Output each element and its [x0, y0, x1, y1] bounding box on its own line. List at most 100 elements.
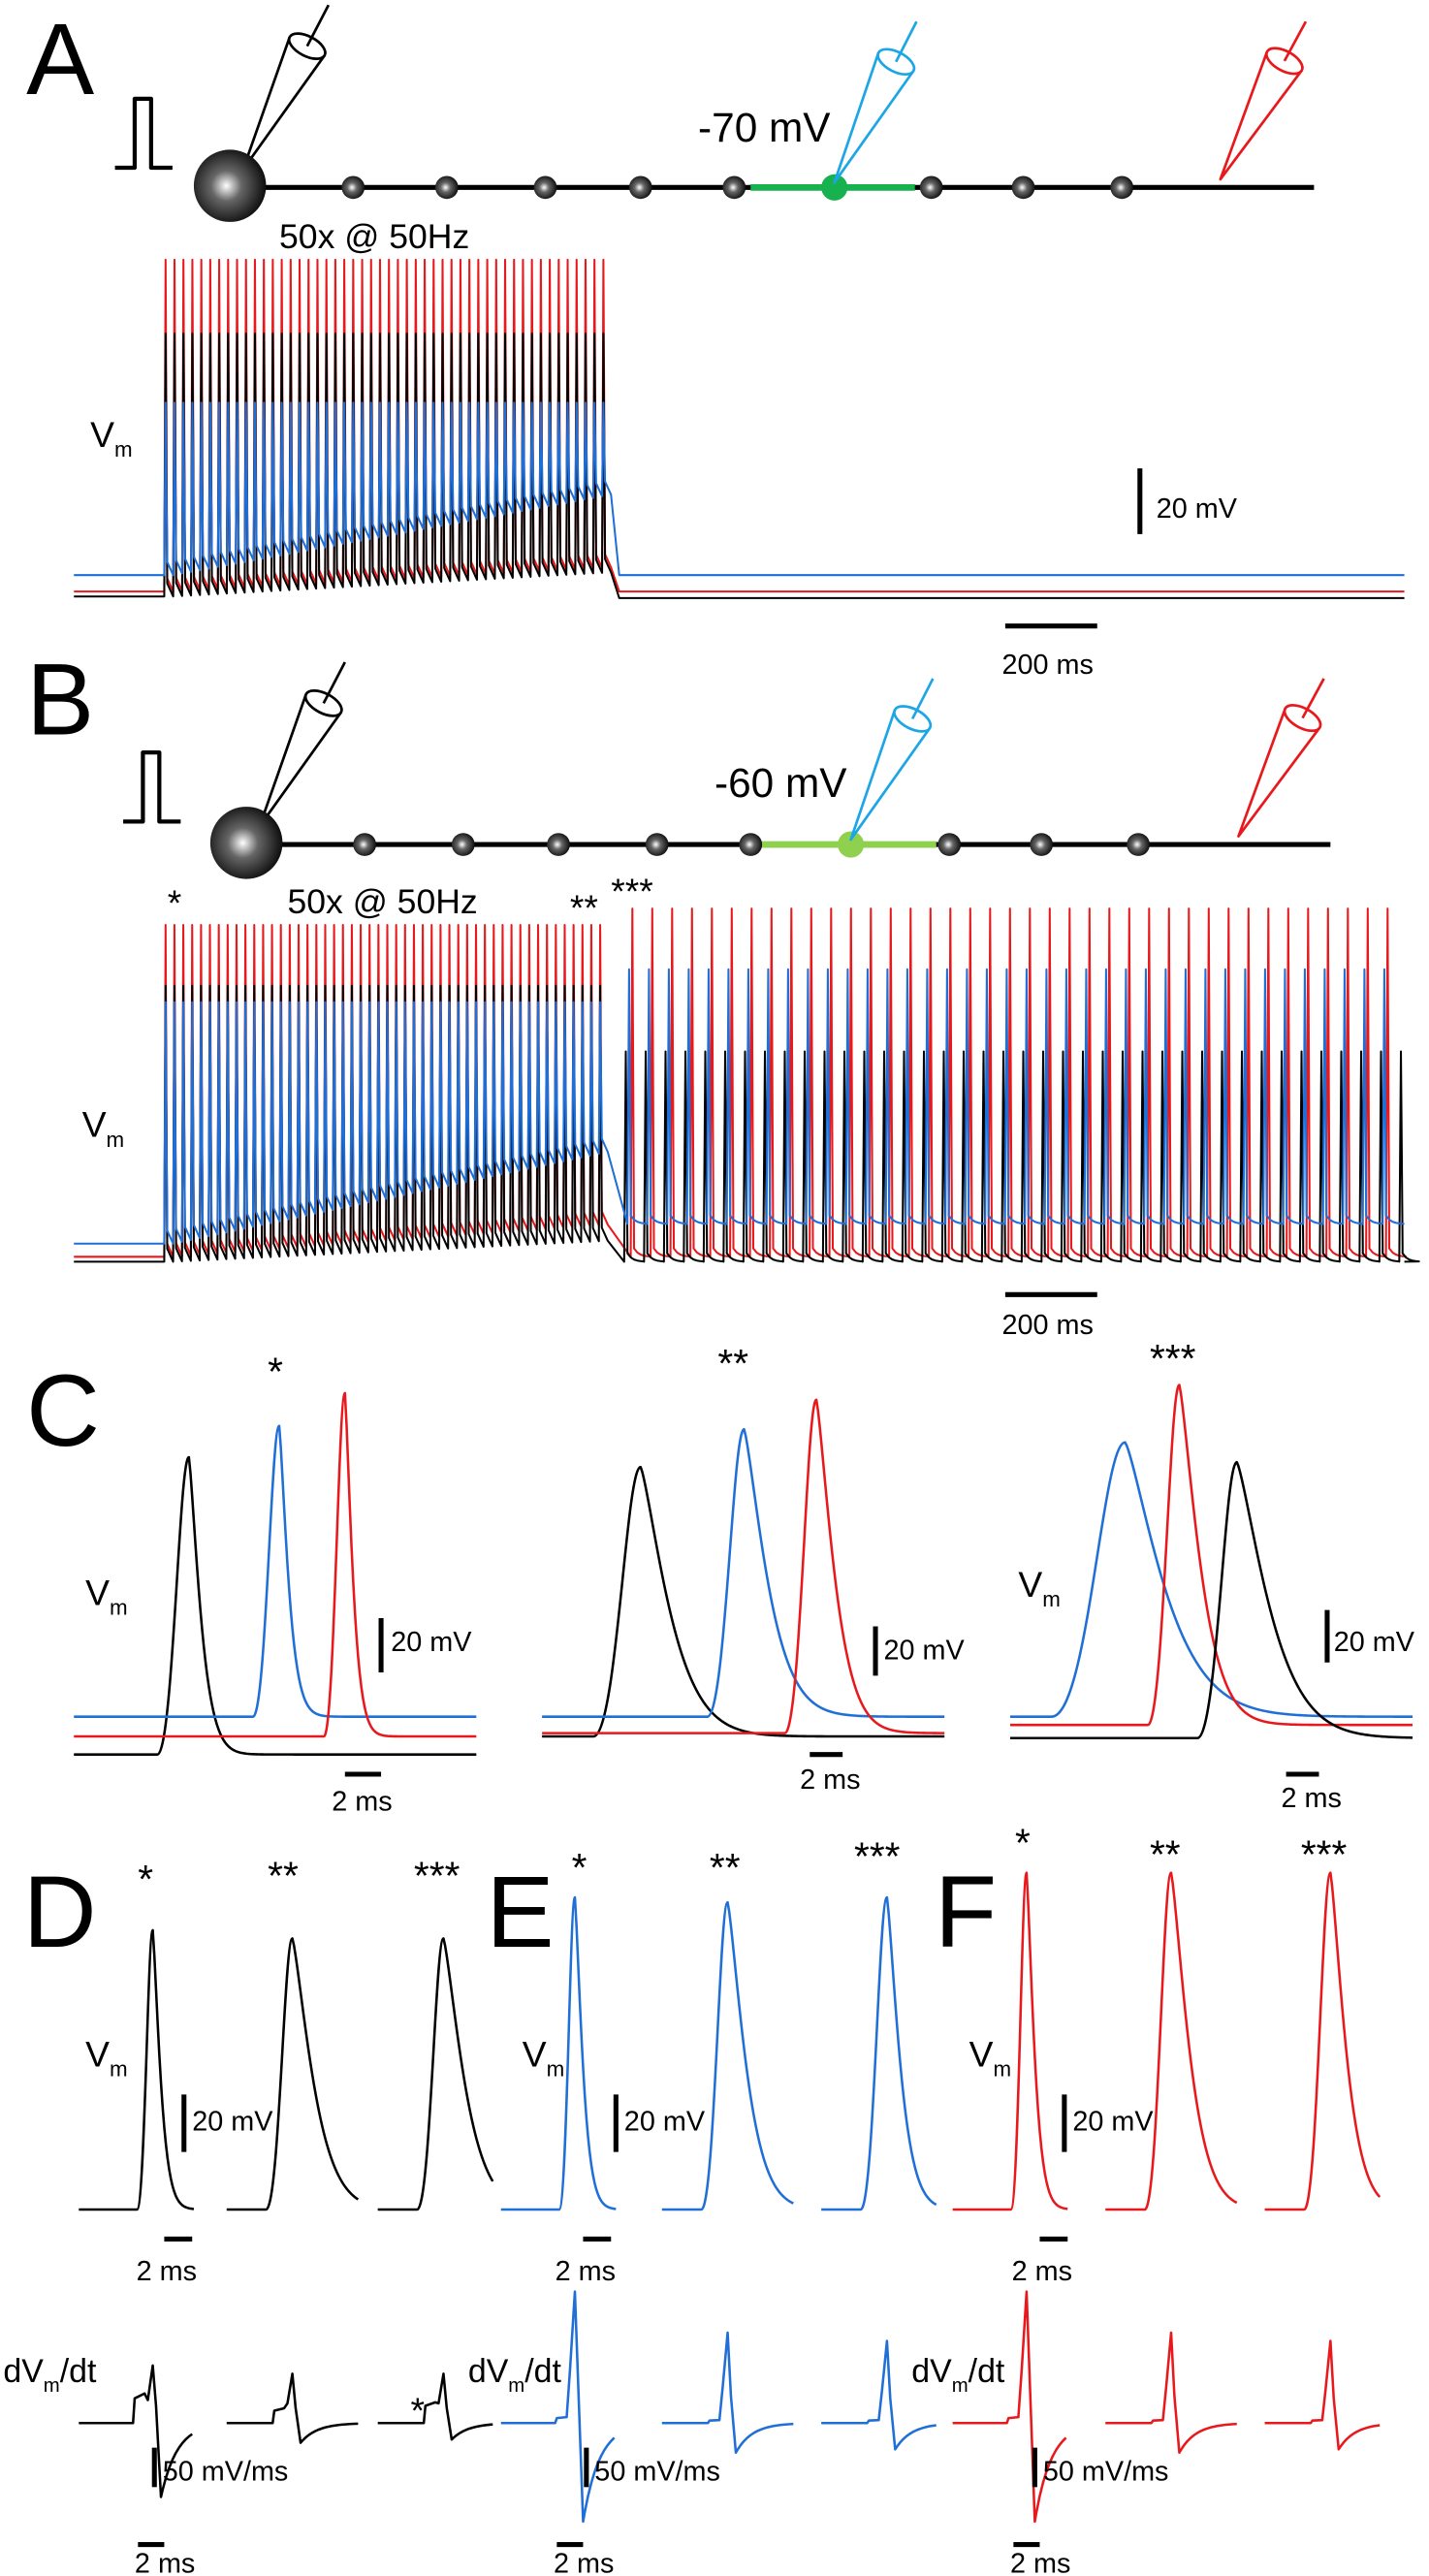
- vm-main: V: [85, 2034, 110, 2075]
- derivative-trace: [377, 2372, 493, 2441]
- compartment: [838, 831, 865, 858]
- panel-label: C: [26, 1354, 100, 1468]
- spike: [1264, 1871, 1381, 2211]
- scale-label: 20 mV: [884, 1635, 966, 1666]
- vm-label: Vm: [90, 414, 133, 461]
- scale-label: 20 mV: [1334, 1627, 1415, 1658]
- scale-label: 200 ms: [1001, 650, 1093, 681]
- scale-label: 20 mV: [624, 2107, 706, 2138]
- dvdt-sub: m: [508, 2375, 524, 2397]
- pipette-wire: [1301, 678, 1325, 719]
- pipette-mouth: [893, 705, 933, 733]
- scale-label: 2 ms: [1010, 2548, 1070, 2576]
- compartment: [353, 833, 376, 856]
- panel-label: D: [23, 1856, 97, 1969]
- compartment: [341, 175, 365, 200]
- derivative-trace: [79, 2364, 193, 2498]
- panel-label: A: [26, 3, 94, 116]
- compartment: [451, 833, 475, 856]
- marker: *: [572, 1845, 587, 1890]
- scale-label: 2 ms: [800, 1765, 860, 1796]
- spike: [1009, 1460, 1413, 1739]
- dvdt-main: dV: [3, 2353, 44, 2390]
- compartment: [1030, 833, 1054, 856]
- marker: *: [268, 1349, 283, 1393]
- vm-sub: m: [547, 2057, 565, 2082]
- dvdt-label: dVm/dt: [468, 2353, 562, 2397]
- marker: ***: [1150, 1336, 1196, 1381]
- marker: **: [1150, 1832, 1181, 1877]
- marker: *: [138, 1857, 153, 1901]
- pipette: [1219, 50, 1303, 181]
- marker: ***: [854, 1833, 901, 1878]
- dvdt-tail: /dt: [524, 2353, 561, 2390]
- stimulus-label: 50x @ 50Hz: [287, 882, 477, 921]
- scale-label: 2 ms: [554, 2548, 614, 2576]
- marker: **: [268, 1854, 299, 1898]
- pipette-wire: [895, 20, 918, 63]
- dvdt-tail: /dt: [969, 2353, 1005, 2390]
- scale-label: 200 ms: [1001, 1310, 1093, 1341]
- vm-main: V: [1018, 1564, 1042, 1605]
- derivative-trace: [661, 2331, 794, 2454]
- dvdt-sub: m: [44, 2375, 60, 2397]
- pipette-wire: [910, 678, 935, 720]
- vm-sub: m: [110, 2057, 128, 2082]
- marker: **: [710, 1845, 741, 1890]
- derivative-trace: [500, 2290, 616, 2524]
- spike: [952, 1871, 1068, 2211]
- spike: [226, 1937, 360, 2211]
- holding-potential: -70 mV: [698, 105, 831, 150]
- derivative-trace: [1264, 2339, 1381, 2451]
- vm-sub: m: [107, 1128, 125, 1152]
- compartment: [1110, 175, 1134, 200]
- compartment: [533, 175, 557, 200]
- marker: ***: [611, 871, 653, 911]
- stimulus-pulse: [123, 750, 181, 824]
- spike: [500, 1895, 617, 2211]
- vm-main: V: [82, 1104, 107, 1145]
- spike: [74, 1391, 477, 1738]
- scale-label: 2 ms: [556, 2256, 616, 2287]
- vm-sub: m: [993, 2057, 1011, 2082]
- scale-label: 50 mV/ms: [163, 2457, 289, 2488]
- spike: [542, 1398, 945, 1734]
- scale-label: 2 ms: [1012, 2256, 1072, 2287]
- vm-main: V: [85, 1572, 110, 1612]
- holding-potential: -60 mV: [714, 760, 847, 806]
- compartment: [193, 149, 267, 222]
- scale-label: 20 mV: [192, 2107, 273, 2138]
- dvdt-main: dV: [468, 2353, 509, 2390]
- compartment: [434, 175, 459, 200]
- compartment: [628, 175, 652, 200]
- vm-sub: m: [110, 1596, 128, 1620]
- compartment: [209, 807, 283, 879]
- spike: [1009, 1383, 1413, 1727]
- vm-label: Vm: [523, 2034, 565, 2082]
- vm-main: V: [969, 2034, 994, 2075]
- compartment: [919, 175, 943, 200]
- dvdt-sub: m: [952, 2375, 969, 2397]
- marker: **: [717, 1341, 748, 1385]
- marker: *: [1015, 1821, 1031, 1865]
- vm-main: V: [90, 414, 114, 455]
- spike: [74, 1424, 477, 1718]
- pipette-wire: [322, 661, 346, 704]
- derivative-trace: [1105, 2331, 1237, 2454]
- pipette: [849, 709, 932, 842]
- stimulus-label: 50x @ 50Hz: [279, 217, 469, 256]
- marker: **: [570, 887, 598, 928]
- spike: [542, 1465, 945, 1738]
- vm-label: Vm: [969, 2034, 1011, 2082]
- panel-label: B: [26, 644, 94, 757]
- pipette: [833, 52, 915, 184]
- vm-main: V: [523, 2034, 547, 2075]
- scale-label: 2 ms: [1282, 1783, 1342, 1814]
- spike: [1105, 1871, 1238, 2211]
- scale-label: 2 ms: [135, 2548, 195, 2576]
- dvdt-label: dVm/dt: [3, 2353, 97, 2397]
- pipette: [1237, 708, 1321, 838]
- scale-label: 50 mV/ms: [594, 2457, 720, 2488]
- vm-sub: m: [114, 437, 133, 461]
